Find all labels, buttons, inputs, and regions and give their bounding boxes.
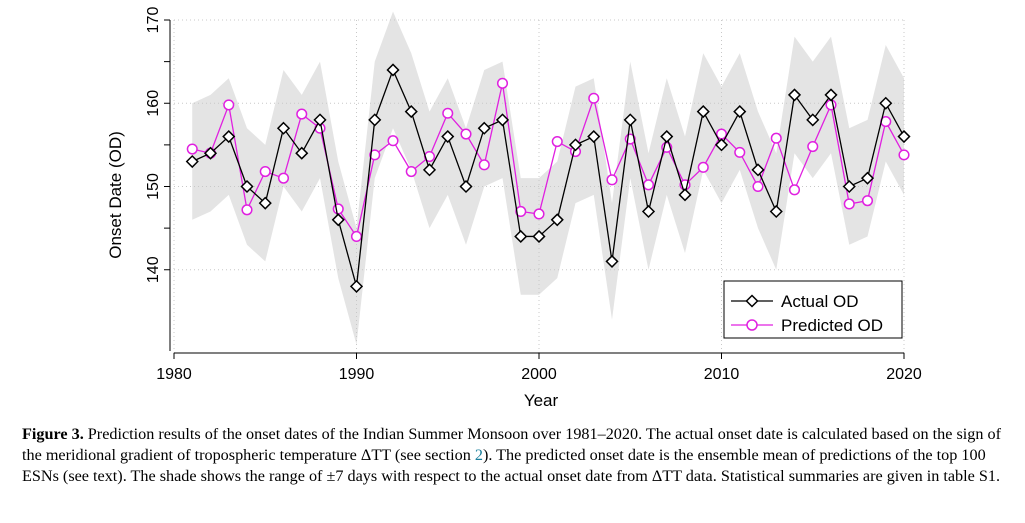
data-point-actual [222,129,236,144]
caption-label: Figure 3. [22,425,84,443]
grid-layer [173,19,905,353]
data-point-actual [550,213,564,227]
data-point-actual [368,113,382,127]
x-axis-label: Year [524,391,559,410]
series-layer [185,63,911,293]
caption-section-link[interactable]: 2 [474,446,483,464]
x-tick-label: 1980 [156,366,192,383]
figure-caption: Figure 3. Prediction results of the onse… [22,424,1012,487]
data-point-actual [623,113,637,127]
data-point-predicted [898,149,910,161]
data-point-actual [897,129,911,144]
data-point-actual [806,113,820,127]
series-line [191,68,905,287]
data-point-actual [495,113,510,127]
data-point-actual [185,154,199,169]
data-point-actual [587,129,601,144]
data-point-predicted [825,99,837,111]
legend-marker-actual [745,294,759,308]
data-point-predicted [405,165,417,178]
data-point-predicted [350,230,363,242]
data-point-predicted [752,180,764,193]
data-point-actual [605,254,619,268]
data-point-actual [441,129,455,144]
legend: Actual OD Predicted OD [723,280,903,339]
data-point-actual [568,138,583,152]
data-point-predicted [478,159,490,171]
x-tick-label: 1990 [339,366,375,383]
legend-label-actual: Actual OD [781,292,858,311]
data-point-actual [860,171,875,185]
data-point-actual [258,196,272,210]
data-point-actual [678,188,692,202]
y-axis-label: Onset Date (OD) [106,131,125,259]
data-point-predicted [843,198,855,210]
data-point-predicted [460,128,472,140]
y-tick-label: 170 [145,7,162,34]
data-point-actual [295,146,309,160]
data-point-predicted [861,195,874,207]
data-point-predicted [259,165,271,178]
data-point-actual [404,105,418,119]
onset-date-chart: 1980 1990 2000 2010 2020 140 150 160 170 Year On… [106,7,922,410]
caption-text-b: ). The predicted onset date is the ensem… [22,446,1000,485]
data-point-predicted [241,204,253,216]
data-point-predicted [369,149,381,161]
data-point-actual [751,163,765,177]
data-point-predicted [588,92,600,104]
data-point-actual [879,96,893,110]
data-point-predicted [734,146,746,158]
data-point-actual [842,179,856,194]
data-point-predicted [186,143,198,155]
data-point-actual [240,179,254,194]
data-point-actual [824,88,838,102]
legend-label-predicted: Predicted OD [781,316,883,335]
legend-marker-predicted [746,319,758,331]
data-point-actual [714,138,729,152]
data-point-actual [276,121,291,135]
data-point-predicted [296,108,308,120]
data-point-actual [769,204,783,219]
data-point-predicted [697,161,709,173]
series-line [192,83,905,239]
data-point-predicted [223,99,235,111]
data-point-actual [532,229,546,244]
data-point-predicted [277,172,290,184]
y-tick-label: 160 [145,90,162,117]
x-tick-label: 2010 [704,366,740,383]
data-point-predicted [807,140,819,153]
data-point-actual [459,179,473,194]
data-point-actual [313,113,327,127]
data-point-actual [331,213,345,227]
data-point-predicted [606,174,618,186]
data-point-predicted [770,132,782,144]
data-point-actual [641,204,656,219]
data-point-predicted [788,184,801,196]
data-point-actual [203,146,218,160]
data-point-predicted [551,135,563,148]
data-point-predicted [642,179,655,191]
data-point-predicted [496,77,509,89]
x-tick-label: 2000 [521,366,557,383]
data-point-actual [787,88,802,102]
data-point-predicted [442,107,454,119]
data-point-predicted [387,135,399,147]
data-point-actual [696,105,710,119]
data-point-actual [422,163,437,177]
data-point-predicted [533,208,545,220]
data-point-actual [477,121,491,135]
data-point-actual [514,229,528,244]
data-point-actual [660,129,674,144]
caption-text-a: Prediction results of the onset dates of… [22,425,1001,464]
data-point-predicted [332,203,344,215]
x-tick-label: 2020 [886,366,922,383]
data-point-actual [349,279,364,293]
data-point-actual [386,63,400,77]
data-point-predicted [515,205,527,218]
data-point-actual [733,105,747,119]
y-tick-label: 140 [145,256,162,283]
axes-layer: 1980 1990 2000 2010 2020 140 150 160 170 [145,7,922,383]
y-tick-label: 150 [145,173,162,200]
